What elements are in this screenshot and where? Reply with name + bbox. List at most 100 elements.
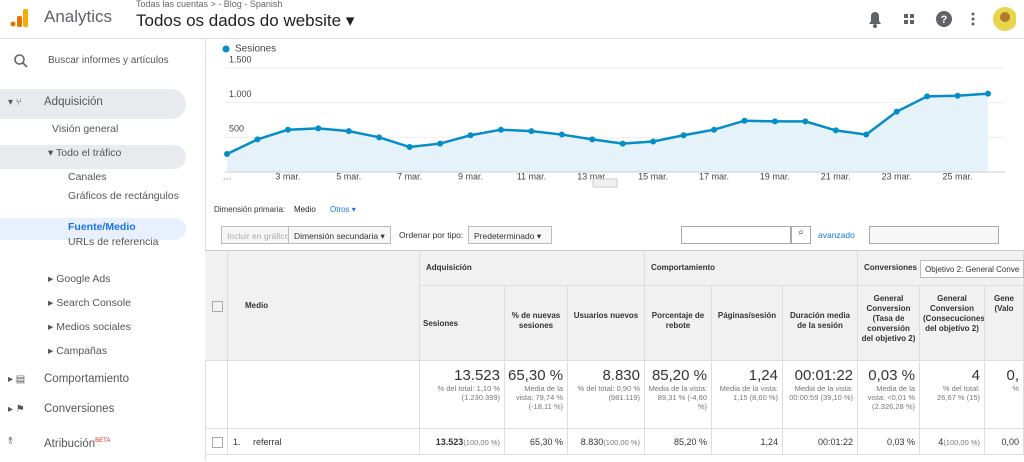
x-tick-label: 25 mar. <box>943 171 973 181</box>
column-header[interactable]: Sesiones <box>423 319 459 328</box>
sort-select[interactable]: Predeterminado ▾ <box>468 226 552 244</box>
nav-item[interactable]: Fuente/Medio <box>68 221 198 233</box>
total-value: 8.830 <box>602 367 640 384</box>
secondary-text: Dimensión secundaria <box>294 231 379 241</box>
total-note: Media de la vista: 89,31 % (-4,60 %) <box>648 384 707 411</box>
cell-value: 0,00 <box>1001 437 1019 447</box>
row-cell: 65,30 % <box>505 429 568 455</box>
primary-otros[interactable]: Otros ▾ <box>330 205 356 214</box>
nav-item[interactable]: AtribuciónBETA <box>44 435 174 450</box>
x-tick-label: 9 mar. <box>458 171 483 181</box>
nav-item[interactable]: ▸ Medios sociales <box>48 321 131 333</box>
totals-content: 0,03 % Media de la vista: <0,01 % (2.326,… <box>861 367 915 411</box>
row-content: 00:01:22 <box>818 437 853 447</box>
view-toggles[interactable] <box>869 226 999 244</box>
nav-label: Fuente/Medio <box>68 221 136 233</box>
nav-item[interactable]: ▸ Search Console <box>48 297 131 309</box>
view-selector[interactable]: Todos os dados do website ▾ <box>136 11 355 30</box>
y-tick-label: 1.500 <box>229 54 252 64</box>
group-header: Adquisición <box>420 251 645 286</box>
total-value: 0,03 % <box>868 367 915 384</box>
medio-header <box>228 251 420 361</box>
row-content: 85,20 % <box>674 437 707 447</box>
search-box[interactable]: Buscar informes y artículos <box>48 55 169 66</box>
nav-item[interactable]: ▸ Campañas <box>48 345 107 357</box>
active-item <box>0 218 186 240</box>
column-header[interactable]: % de nuevas sesiones <box>511 311 561 330</box>
cell-value: 00:01:22 <box>817 437 853 447</box>
primary-medio[interactable]: Medio <box>294 205 316 214</box>
group-label: Adquisición <box>426 263 472 272</box>
legend-label: Sesiones <box>235 44 276 55</box>
data-point <box>345 128 352 135</box>
filter-input[interactable] <box>681 226 791 244</box>
advanced-link[interactable]: avanzado <box>818 230 855 240</box>
group-label: Conversiones <box>864 263 917 272</box>
x-tick-label: 19 mar. <box>760 171 790 181</box>
data-point <box>711 126 718 133</box>
column-header-cell: Sesiones <box>420 286 505 361</box>
chart: Sesiones 500 1.000 1.500 … 3 mar. 5 mar. 7 mar.… <box>222 44 1005 188</box>
nav-label: Comportamiento <box>44 373 130 385</box>
total-note: Media de la vista: 79,74 % (-18,11 %) <box>515 384 563 411</box>
row-cell: 00:01:22 <box>783 429 858 455</box>
nav-item[interactable]: URLs de referencia <box>68 236 198 248</box>
secondary-dimension[interactable]: Dimensión secundaria ▾ <box>288 226 391 244</box>
column-header[interactable]: Páginas/sesión <box>717 311 777 320</box>
nav-item[interactable]: Comportamiento <box>44 373 174 385</box>
nav-item[interactable]: Conversiones <box>44 403 174 415</box>
data-point <box>741 117 748 124</box>
column-header[interactable]: Medio <box>245 301 269 310</box>
column-header[interactable]: Duración media de la sesión <box>789 311 850 330</box>
totals-cell: 85,20 % Media de la vista: 89,31 % (-4,60… <box>645 361 712 429</box>
data-point <box>497 126 504 133</box>
column-header-cell: % de nuevas sesiones <box>505 286 568 361</box>
breadcrumb[interactable]: Todas las cuentas > - Blog - Spanish <box>136 0 283 9</box>
column-header[interactable]: General Conversion (Consecuciones del ob… <box>923 294 985 333</box>
data-point <box>528 128 535 135</box>
cell-pct: (100,00 %) <box>943 438 980 447</box>
data-point <box>376 134 383 141</box>
x-tick-label: 11 mar. <box>517 171 546 181</box>
nav-icon: ▸ ⚑ <box>8 404 25 415</box>
row-content: 13.523(100,00 %) <box>436 437 500 447</box>
totals-content: 4% del total: 26,67 % (15) <box>923 367 980 402</box>
total-note: % del total: 26,67 % (15) <box>937 384 980 402</box>
total-note: % del total: 1,10 % (1.230.399) <box>437 384 500 402</box>
nav-item[interactable]: Gráficos de rectángulos <box>68 190 198 202</box>
column-header[interactable]: General Conversion (Tasa de conversión d… <box>861 294 916 343</box>
nav-item[interactable]: ▾ Todo el tráfico <box>48 147 122 159</box>
data-point <box>771 118 778 125</box>
controls: Dimensión primaria: Medio Otros ▾ Inclui… <box>205 195 1024 250</box>
totals-check <box>205 361 228 429</box>
cell-value: 1,24 <box>760 437 778 447</box>
nav-item[interactable]: Canales <box>68 171 198 183</box>
nav-icon: ⥉ <box>8 436 13 447</box>
data-point <box>893 108 900 115</box>
goal-select[interactable]: Objetivo 2: General Conve <box>920 260 1024 278</box>
nav-item[interactable]: Adquisición <box>44 96 174 108</box>
total-note: % del total: 0,90 % (981.119) <box>577 384 640 402</box>
column-header[interactable]: Porcentaje de rebote <box>651 311 705 330</box>
totals-cell: 00:01:22 Media de la vista: 00:00:59 (39,… <box>783 361 858 429</box>
row-medio: 1. referral <box>228 429 420 455</box>
filter-search[interactable]: ⌕ <box>791 226 811 244</box>
column-header[interactable]: Usuarios nuevos <box>573 311 639 320</box>
nav-icon: ▸ ▤ <box>8 374 26 385</box>
nav-icon: ▾ ⑂ <box>8 97 22 108</box>
svg-text:?: ? <box>941 14 948 26</box>
include-button[interactable]: Incluir en gráfico <box>221 226 296 244</box>
row-medio-link[interactable]: referral <box>253 437 282 447</box>
total-note: % <box>1012 384 1019 393</box>
row-cell: 1,24 <box>712 429 783 455</box>
x-tick-label: 17 mar. <box>699 171 729 181</box>
sort-label: Ordenar por tipo: <box>399 230 464 240</box>
column-header[interactable]: Gene (Valo <box>993 294 1014 313</box>
row-index: 1. <box>233 437 241 447</box>
nav-item[interactable]: ▸ Google Ads <box>48 273 111 285</box>
total-value: 0, <box>1006 367 1019 384</box>
nav-item[interactable]: Visión general <box>52 123 182 135</box>
total-value: 85,20 % <box>651 367 707 384</box>
cell-pct: (100,00 %) <box>603 438 640 447</box>
